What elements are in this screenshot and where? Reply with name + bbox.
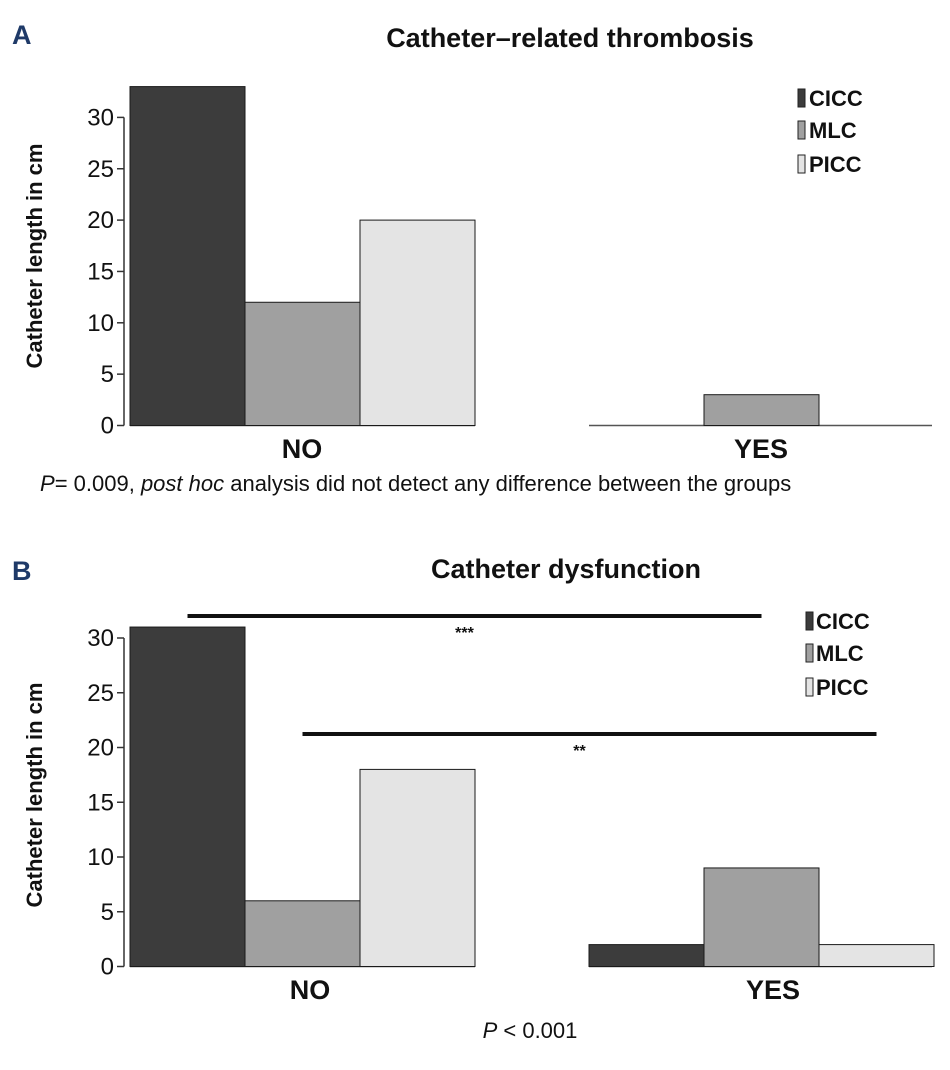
panel-b-title: Catheter dysfunction (431, 554, 701, 584)
panel-b-category-yes: YES (746, 975, 800, 1005)
significance-label: ** (573, 743, 586, 760)
y-tick-label: 20 (87, 207, 114, 234)
y-tick-label: 10 (87, 310, 114, 337)
legend-label-cicc: CICC (816, 609, 870, 634)
panel-a-letter: A (12, 20, 32, 50)
panel-a-p-value-note: P= 0.009, post hoc analysis did not dete… (40, 471, 791, 496)
panel-b-y-axis: 0 5 10 15 20 25 30 (87, 625, 125, 981)
legend-label-picc: PICC (809, 152, 862, 177)
legend-swatch-picc (805, 677, 814, 697)
y-tick-label: 20 (87, 735, 114, 762)
panel-a: A Catheter–related thrombosis Catheter l… (12, 20, 932, 496)
y-tick-label: 15 (87, 258, 114, 285)
bar-no-picc (359, 768, 476, 968)
panel-b-p-value-note: P < 0.001 (483, 1018, 578, 1043)
bar-no-mlc (244, 301, 361, 427)
legend-label-cicc: CICC (809, 86, 863, 111)
y-tick-label: 30 (87, 625, 114, 652)
bar-no-mlc (244, 900, 361, 967)
panel-b-bars (129, 626, 935, 968)
panel-a-category-no: NO (282, 434, 323, 464)
legend-swatch-mlc (797, 120, 806, 140)
post-hoc-italic: post hoc (140, 471, 224, 496)
bar-yes-mlc (703, 394, 820, 427)
bar-yes-mlc (703, 867, 820, 968)
legend-swatch-cicc (805, 611, 814, 631)
bar-yes-picc (818, 944, 935, 967)
panel-a-legend: CICC MLC PICC (797, 86, 863, 177)
panel-b-y-axis-label: Catheter length in cm (22, 683, 47, 908)
panel-a-y-axis-label: Catheter length in cm (22, 144, 47, 369)
y-tick-label: 5 (101, 899, 114, 926)
note-rest: analysis did not detect any difference b… (224, 471, 791, 496)
legend-swatch-mlc (805, 643, 814, 663)
y-tick-label: 30 (87, 104, 114, 131)
legend-label-mlc: MLC (809, 118, 857, 143)
panel-b-significance: ***** (187, 614, 877, 760)
y-tick-label: 10 (87, 844, 114, 871)
bar-no-picc (359, 219, 476, 426)
p-italic: P (40, 471, 55, 496)
panel-b-category-no: NO (290, 975, 331, 1005)
y-tick-label: 25 (87, 156, 114, 183)
bar-no-cicc (129, 86, 246, 426)
y-tick-label: 0 (101, 954, 114, 981)
y-tick-label: 5 (101, 361, 114, 388)
panel-b-legend: CICC MLC PICC (805, 609, 870, 700)
bar-yes-cicc (588, 944, 705, 967)
panel-b-letter: B (12, 556, 32, 586)
y-tick-label: 0 (101, 413, 114, 440)
p-value: < 0.001 (497, 1018, 577, 1043)
significance-label: *** (455, 625, 474, 642)
y-tick-label: 25 (87, 680, 114, 707)
legend-label-mlc: MLC (816, 641, 864, 666)
p-italic: P (483, 1018, 498, 1043)
panel-a-category-yes: YES (734, 434, 788, 464)
p-value: = 0.009, (55, 471, 141, 496)
panel-a-y-axis: 0 5 10 15 20 25 30 (87, 104, 125, 440)
panel-a-title: Catheter–related thrombosis (386, 23, 754, 53)
y-tick-label: 15 (87, 789, 114, 816)
legend-swatch-cicc (797, 88, 806, 108)
bar-no-cicc (129, 626, 246, 967)
panel-a-bars (129, 86, 932, 427)
panel-b: B Catheter dysfunction Catheter length i… (12, 554, 935, 1043)
legend-label-picc: PICC (816, 675, 869, 700)
legend-swatch-picc (797, 154, 806, 174)
